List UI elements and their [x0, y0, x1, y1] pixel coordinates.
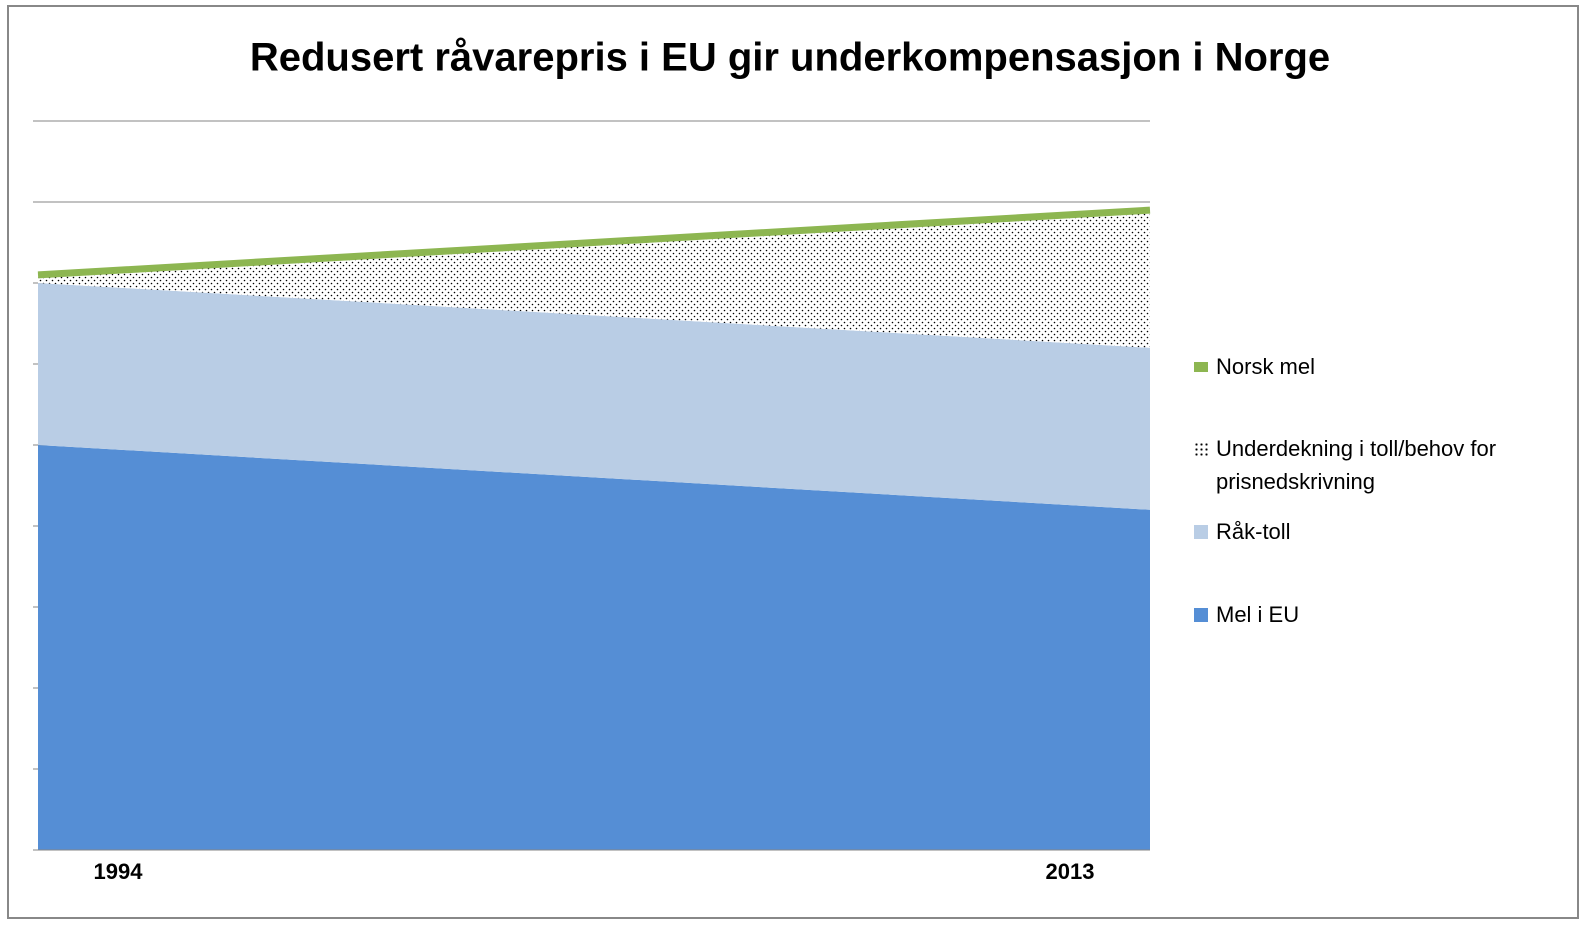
line: [37, 206, 1151, 279]
legend-label: Råk-toll: [1216, 519, 1291, 544]
chart-title: Redusert råvarepris i EU gir underkompen…: [250, 36, 1330, 80]
legend-item: Råk-toll: [1194, 515, 1564, 548]
legend-swatch: [1194, 525, 1208, 539]
legend-item: Underdekning i toll/behov for prisnedskr…: [1194, 432, 1564, 498]
legend-swatch: [1194, 442, 1208, 456]
legend-label: Mel i EU: [1216, 602, 1300, 627]
x-tick-label: 1994: [94, 859, 144, 884]
area: [38, 445, 1150, 850]
x-tick-label: 2013: [1046, 859, 1095, 884]
area: [38, 283, 1150, 510]
legend-item: Norsk mel: [1194, 350, 1564, 383]
legend-swatch: [1194, 608, 1208, 622]
legend-swatch: [1194, 362, 1208, 372]
legend-item: Mel i EU: [1194, 598, 1564, 631]
legend-label: Underdekning i toll/behov for prisnedskr…: [1216, 436, 1497, 494]
legend-label: Norsk mel: [1216, 354, 1316, 379]
area: [38, 210, 1150, 348]
